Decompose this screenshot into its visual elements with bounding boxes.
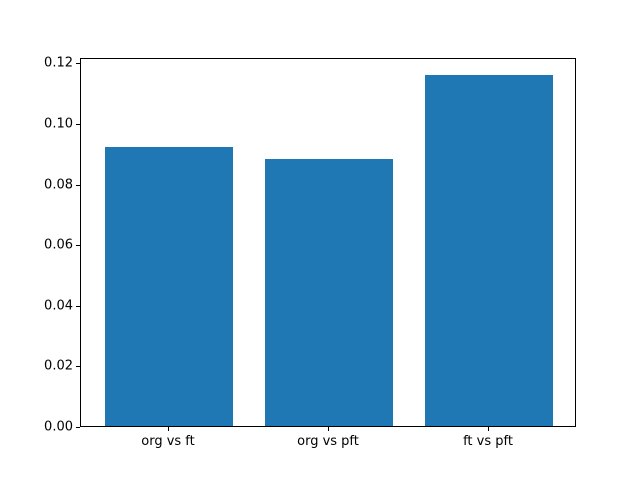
y-tick-label: 0.02 (44, 358, 73, 374)
x-tick-mark (168, 427, 169, 431)
x-tick-label: org vs pft (297, 434, 359, 449)
y-tick-label: 0.06 (44, 237, 73, 253)
bar-ft-vs-pft (425, 74, 553, 426)
x-tick-label: org vs ft (141, 434, 195, 449)
y-tick-mark (76, 305, 80, 307)
y-tick-mark (76, 184, 80, 186)
y-tick-mark (76, 245, 80, 247)
bar-org-vs-pft (265, 159, 393, 426)
plot-area (80, 58, 576, 427)
y-tick-label: 0.04 (44, 298, 73, 314)
y-tick-mark (76, 63, 80, 65)
y-tick-mark (76, 124, 80, 126)
y-tick-mark (76, 427, 80, 428)
bar-org-vs-ft (105, 147, 233, 426)
x-tick-mark (488, 427, 489, 431)
y-tick-label: 0.00 (44, 419, 73, 435)
y-tick-label: 0.08 (44, 177, 73, 193)
y-tick-mark (76, 366, 80, 368)
x-tick-mark (328, 427, 329, 431)
y-tick-label: 0.10 (44, 116, 73, 132)
y-tick-label: 0.12 (44, 55, 73, 71)
x-tick-label: ft vs pft (463, 434, 513, 449)
